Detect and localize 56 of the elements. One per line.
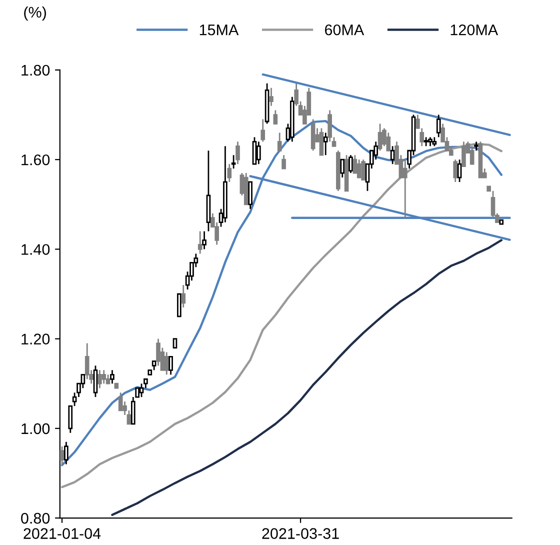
x-tick-label: 2021-03-31 — [262, 528, 339, 539]
candlestick — [93, 364, 98, 398]
candlestick — [60, 446, 64, 465]
candlestick — [248, 181, 252, 210]
candlestick — [457, 158, 462, 183]
candlestick — [168, 356, 173, 376]
candlestick — [256, 140, 261, 165]
y-axis-title: (%) — [24, 6, 46, 21]
candlestick — [102, 369, 106, 384]
y-tick-label: 1.20 — [22, 334, 50, 344]
legend-label: 120MA — [450, 24, 498, 36]
candlestick — [361, 158, 366, 180]
candlestick — [470, 145, 474, 165]
candlestick — [352, 154, 358, 174]
candlestick — [231, 154, 236, 170]
candlestick — [386, 132, 391, 152]
candlestick — [402, 158, 408, 219]
y-tick-label: 0.80 — [21, 512, 50, 524]
candlestick — [319, 128, 324, 156]
candlestick — [269, 87, 274, 107]
candlestick — [356, 158, 362, 178]
candlestick — [98, 369, 102, 389]
x-tick-label: 2021-01-04 — [24, 528, 101, 539]
candlestick — [282, 154, 286, 170]
candlestick — [260, 118, 266, 142]
candlestick — [462, 140, 466, 168]
candlestick — [277, 132, 282, 152]
legend-label: 60MA — [325, 24, 364, 36]
candlestick — [198, 230, 202, 254]
candlestick — [202, 230, 206, 250]
candlestick — [227, 163, 232, 183]
candlestick — [181, 284, 186, 308]
candlestick — [390, 145, 395, 165]
y-tick-label: 1.40 — [22, 244, 50, 255]
candlestick — [177, 293, 182, 318]
candlestick — [64, 441, 68, 465]
candlestick — [118, 392, 123, 412]
candlestick — [252, 136, 257, 165]
candlestick — [236, 140, 240, 165]
legend-label: 15MA — [200, 24, 239, 36]
y-tick-label: 1.80 — [22, 64, 50, 76]
candlestick — [490, 190, 496, 219]
candlestick — [84, 342, 90, 380]
candlestick — [453, 158, 458, 183]
line-series — [111, 239, 502, 516]
candlestick — [273, 110, 278, 124]
y-tick-label: 1.60 — [22, 154, 50, 166]
candlestick — [436, 114, 441, 138]
candlestick — [340, 158, 345, 178]
candlestick — [378, 123, 382, 152]
y-tick-label: 1.00 — [22, 423, 50, 434]
candlestick — [110, 369, 114, 384]
candlestick — [164, 352, 169, 376]
candlestick — [348, 154, 353, 174]
candlestick — [323, 132, 328, 156]
candlestick — [139, 382, 144, 398]
